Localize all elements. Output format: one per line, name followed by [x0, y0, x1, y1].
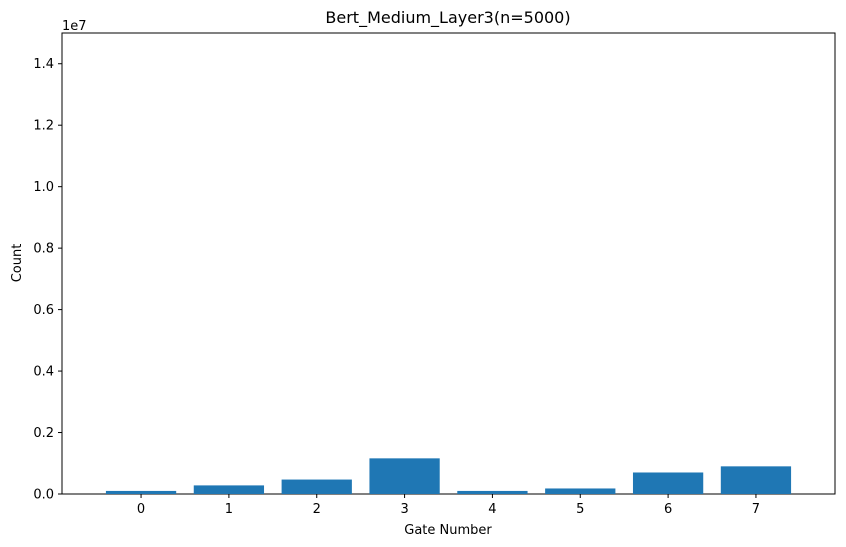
x-tick-label: 1: [225, 502, 233, 517]
x-tick-label: 5: [576, 502, 584, 517]
y-axis-offset-label: 1e7: [62, 19, 87, 34]
x-tick-label: 2: [313, 502, 321, 517]
x-tick-label: 7: [752, 502, 760, 517]
bars-group: [105, 458, 792, 494]
y-tick-label: 1.2: [33, 119, 54, 134]
y-axis-label: Count: [10, 244, 25, 283]
x-ticks-group: 0 1 2 3 4 5 6 7: [137, 494, 760, 517]
x-tick-label: 4: [488, 502, 496, 517]
y-tick-label: 0.8: [33, 242, 54, 257]
y-tick-label: 1.0: [33, 180, 54, 195]
y-tick-label: 0.0: [33, 488, 54, 503]
x-tick-label: 6: [664, 502, 672, 517]
plot-area-frame: [61, 32, 836, 495]
y-tick-label: 1.4: [33, 57, 54, 72]
x-tick-label: 3: [400, 502, 408, 517]
bar-gate-7: [720, 466, 792, 494]
bar-gate-0: [105, 490, 177, 494]
y-tick-label: 0.2: [33, 426, 54, 441]
x-tick-label: 0: [137, 502, 145, 517]
y-tick-label: 0.4: [33, 365, 54, 380]
x-axis-label: Gate Number: [404, 523, 492, 538]
bar-gate-3: [369, 458, 440, 494]
bar-gate-5: [545, 488, 616, 494]
y-ticks-group: 0.0 0.2 0.4 0.6 0.8 1.0 1.2 1.4: [33, 57, 62, 503]
chart-title: Bert_Medium_Layer3(n=5000): [325, 8, 570, 28]
bar-gate-6: [632, 472, 704, 494]
y-tick-label: 0.6: [33, 303, 54, 318]
bar-gate-1: [193, 485, 265, 494]
bar-gate-2: [281, 479, 352, 494]
bar-gate-4: [457, 490, 528, 494]
